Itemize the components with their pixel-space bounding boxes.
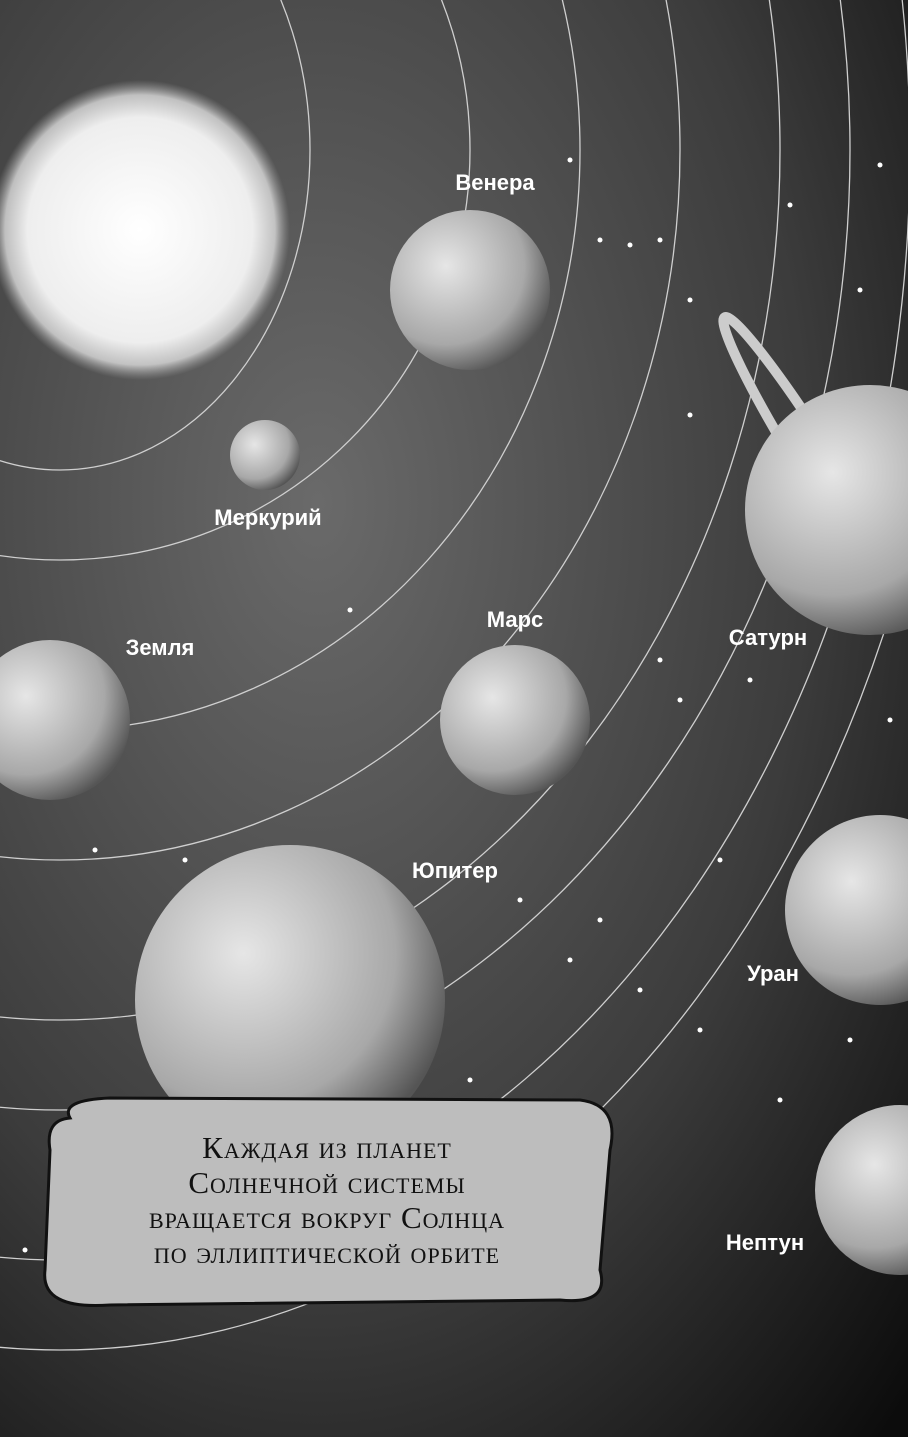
star (748, 678, 753, 683)
star (858, 288, 863, 293)
caption-line: по эллиптической орбите (154, 1235, 500, 1270)
star (23, 1248, 28, 1253)
star (888, 718, 893, 723)
planet-label: Нептун (726, 1230, 804, 1255)
star (183, 858, 188, 863)
illustration: Венера Меркурий Земля Марс Сатурн Юпитер Уран Н… (0, 0, 908, 1437)
star (678, 698, 683, 703)
planet-label: Венера (455, 170, 535, 195)
star (688, 298, 693, 303)
star (698, 1028, 703, 1033)
star (778, 1098, 783, 1103)
star (598, 918, 603, 923)
star (658, 658, 663, 663)
star (658, 238, 663, 243)
planet (230, 420, 300, 490)
star (628, 243, 633, 248)
planet (440, 645, 590, 795)
planet-label: Меркурий (214, 505, 321, 530)
planet-label: Уран (747, 961, 799, 986)
star (568, 158, 573, 163)
caption-line: Солнечной системы (188, 1165, 465, 1200)
planet-label: Юпитер (412, 858, 498, 883)
planet-label: Земля (126, 635, 195, 660)
star (598, 238, 603, 243)
star (518, 898, 523, 903)
star (788, 203, 793, 208)
star (568, 958, 573, 963)
planet (390, 210, 550, 370)
star (718, 858, 723, 863)
caption-line: Каждая из планет (202, 1130, 452, 1165)
star (878, 163, 883, 168)
planet-label: Марс (487, 607, 544, 632)
star (468, 1078, 473, 1083)
page: Венера Меркурий Земля Марс Сатурн Юпитер Уран Н… (0, 0, 908, 1437)
star (848, 1038, 853, 1043)
sun (0, 80, 290, 380)
planet-label: Сатурн (729, 625, 807, 650)
star (93, 848, 98, 853)
caption-line: вращается вокруг Солнца (149, 1200, 505, 1235)
star (688, 413, 693, 418)
star (348, 608, 353, 613)
star (638, 988, 643, 993)
